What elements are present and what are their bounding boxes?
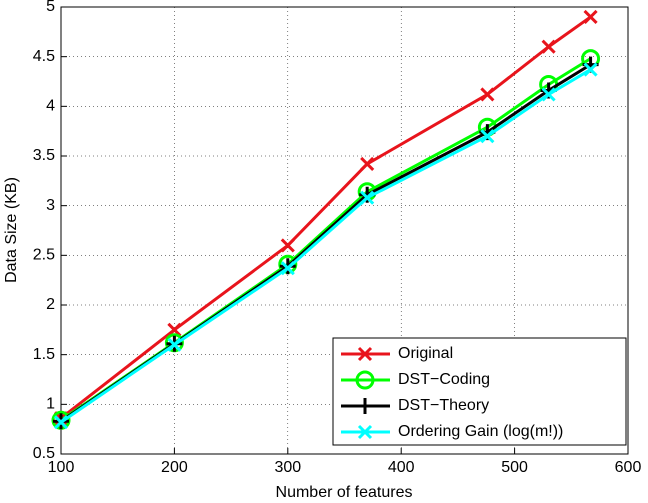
legend-label: Original [398,345,453,362]
legend-label: DST−Theory [398,397,489,414]
x-tick-label: 500 [501,459,528,476]
legend-box [332,337,627,446]
legend: Original DST−Coding DST−Theory Ordering Gai… [332,337,627,446]
plot-frame [60,6,629,455]
legend-marker [357,398,373,414]
x-tick-label: 200 [161,459,188,476]
marker [167,337,182,352]
x-axis-label: Number of features [276,484,413,501]
y-axis-label: Data Size (KB) [3,177,20,283]
y-tick-label: 1.5 [33,346,55,363]
y-tick-label: 1 [46,396,55,413]
x-tick-label: 400 [388,459,415,476]
y-tick-label: 4.5 [33,48,55,65]
x-tick-label: 300 [274,459,301,476]
y-tick-label: 5 [46,0,55,15]
marker [541,87,556,102]
marker [53,415,69,430]
marker [360,156,375,172]
marker [480,129,495,144]
y-tick-label: 3.5 [33,147,55,164]
marker [583,62,598,77]
y-tick-label: 2 [46,296,55,313]
marker [480,87,495,102]
y-tick-label: 2.5 [33,247,55,264]
marker [167,322,182,337]
y-tick-label: 0.5 [33,445,55,462]
legend-marker [355,370,375,390]
marker [541,39,556,54]
marker [360,190,375,205]
legend-label: Ordering Gain (log(m!)) [398,423,563,440]
marker [583,9,598,24]
x-tick-label: 600 [615,459,642,476]
x-tick-label: 100 [48,459,75,476]
legend-marker [357,346,373,362]
y-tick-label: 3 [46,197,55,214]
marker [280,238,295,253]
y-tick-label: 4 [46,98,55,115]
marker [280,261,295,276]
legend-label: DST−Coding [398,371,490,388]
legend-marker [357,424,373,440]
